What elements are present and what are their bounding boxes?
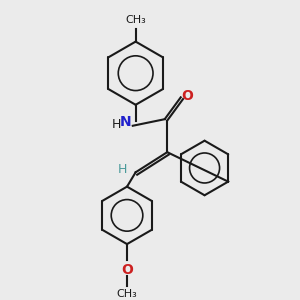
Text: H: H (112, 118, 121, 131)
Text: N: N (120, 115, 131, 129)
Text: O: O (182, 89, 193, 103)
Text: CH₃: CH₃ (117, 289, 137, 298)
Text: H: H (118, 163, 128, 176)
Text: CH₃: CH₃ (125, 15, 146, 25)
Text: O: O (121, 263, 133, 277)
